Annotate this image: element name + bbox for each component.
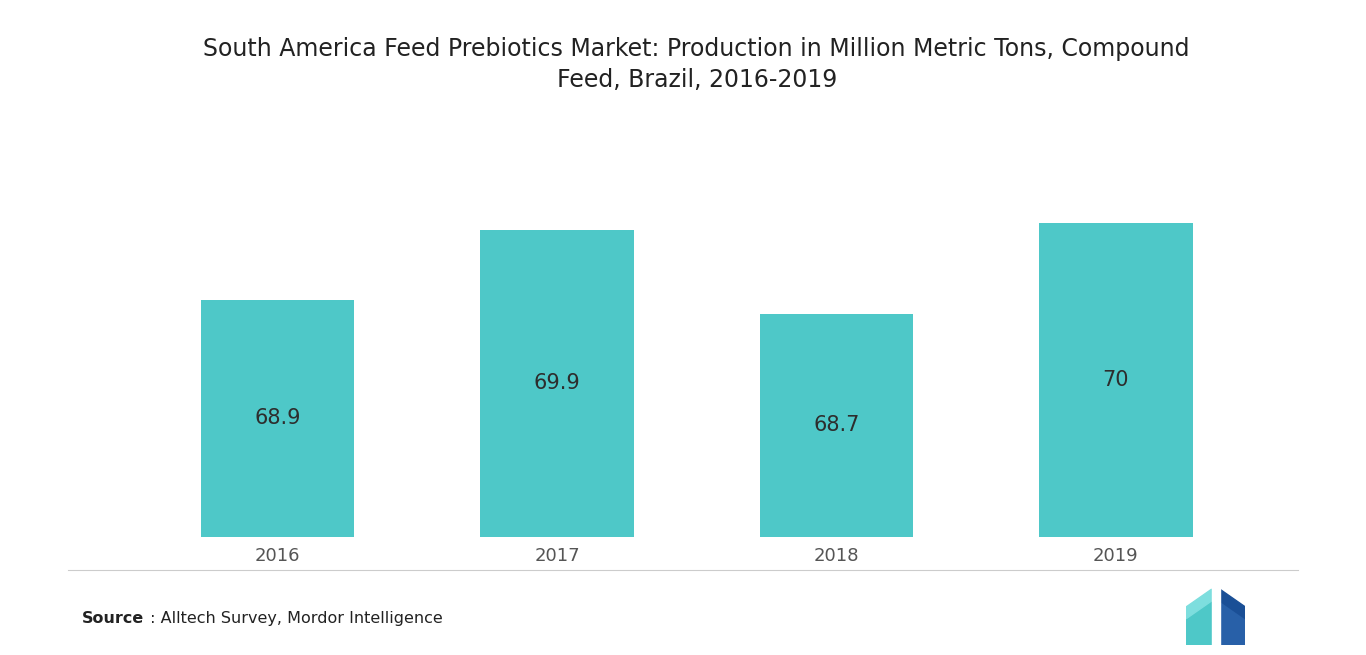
Text: 68.9: 68.9 <box>254 408 301 428</box>
Text: 70: 70 <box>1102 370 1130 390</box>
Polygon shape <box>1220 601 1246 645</box>
Bar <box>479 230 634 537</box>
Text: 69.9: 69.9 <box>534 373 581 394</box>
Text: : Alltech Survey, Mordor Intelligence: : Alltech Survey, Mordor Intelligence <box>145 612 443 626</box>
Text: 68.7: 68.7 <box>813 415 859 436</box>
Polygon shape <box>1220 590 1246 618</box>
Polygon shape <box>1186 590 1212 618</box>
Polygon shape <box>1186 601 1212 645</box>
Polygon shape <box>1212 586 1220 645</box>
Bar <box>201 299 354 537</box>
Title: South America Feed Prebiotics Market: Production in Million Metric Tons, Compoun: South America Feed Prebiotics Market: Pr… <box>204 37 1190 92</box>
Bar <box>759 314 914 537</box>
Text: Source: Source <box>82 612 145 626</box>
Bar <box>1040 223 1193 537</box>
